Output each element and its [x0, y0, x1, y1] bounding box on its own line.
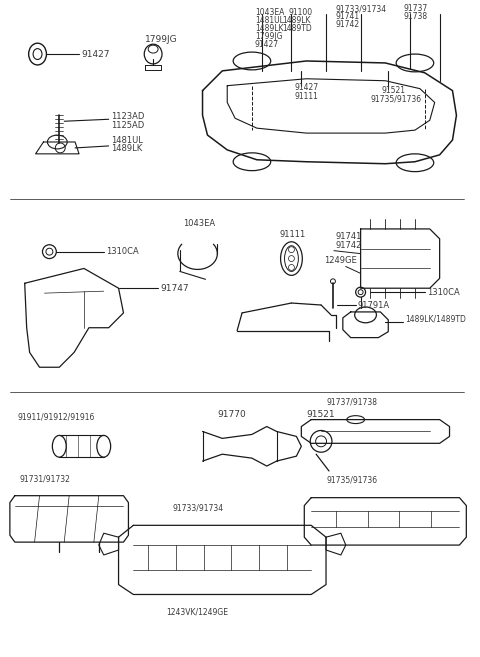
Text: 1249GE: 1249GE — [324, 256, 357, 265]
Text: 91738: 91738 — [403, 12, 427, 21]
Text: 91111: 91111 — [279, 231, 306, 239]
Text: 91735/91736: 91735/91736 — [326, 476, 377, 484]
Text: 91791A: 91791A — [358, 300, 390, 309]
Text: 91735/91736: 91735/91736 — [371, 94, 421, 103]
Text: 91100: 91100 — [288, 8, 312, 17]
Text: 91742: 91742 — [336, 241, 362, 250]
Text: 1799JG: 1799JG — [255, 32, 282, 41]
Text: 1481UL: 1481UL — [255, 16, 284, 25]
Text: 91737/91738: 91737/91738 — [326, 397, 377, 406]
Text: 1489LK/1489TD: 1489LK/1489TD — [405, 314, 466, 323]
Text: 1799JG: 1799JG — [145, 35, 178, 44]
Text: 91741: 91741 — [336, 233, 362, 241]
Text: 1310CA: 1310CA — [106, 247, 138, 256]
Text: 91427: 91427 — [294, 83, 319, 92]
Text: 91733/91734: 91733/91734 — [336, 4, 387, 13]
Text: 91742: 91742 — [336, 20, 360, 29]
Text: 1043EA: 1043EA — [183, 219, 215, 229]
Text: 91427: 91427 — [255, 39, 279, 49]
Text: 1125AD: 1125AD — [111, 121, 144, 129]
Text: 91521: 91521 — [306, 410, 335, 419]
Text: 1243VK/1249GE: 1243VK/1249GE — [166, 608, 228, 617]
Text: 91741: 91741 — [336, 12, 360, 21]
Text: 91521: 91521 — [381, 86, 405, 95]
Text: 1123AD: 1123AD — [111, 112, 144, 121]
Text: 91111: 91111 — [294, 92, 318, 101]
Text: 91911/91912/91916: 91911/91912/91916 — [18, 412, 95, 421]
Text: 1310CA: 1310CA — [427, 288, 459, 297]
Text: 1481UL: 1481UL — [111, 135, 143, 145]
Text: 1489LK: 1489LK — [283, 16, 311, 25]
Text: 1489LK: 1489LK — [111, 145, 142, 153]
Text: 91770: 91770 — [217, 410, 246, 419]
Text: 91747: 91747 — [160, 284, 189, 293]
Text: 91737: 91737 — [403, 4, 427, 13]
Text: 1489TD: 1489TD — [283, 24, 312, 33]
Text: 1489LK: 1489LK — [255, 24, 283, 33]
Text: 91427: 91427 — [81, 49, 109, 58]
Text: 1043EA: 1043EA — [255, 8, 284, 17]
Text: 91733/91734: 91733/91734 — [173, 503, 224, 512]
Text: 91731/91732: 91731/91732 — [20, 474, 71, 484]
